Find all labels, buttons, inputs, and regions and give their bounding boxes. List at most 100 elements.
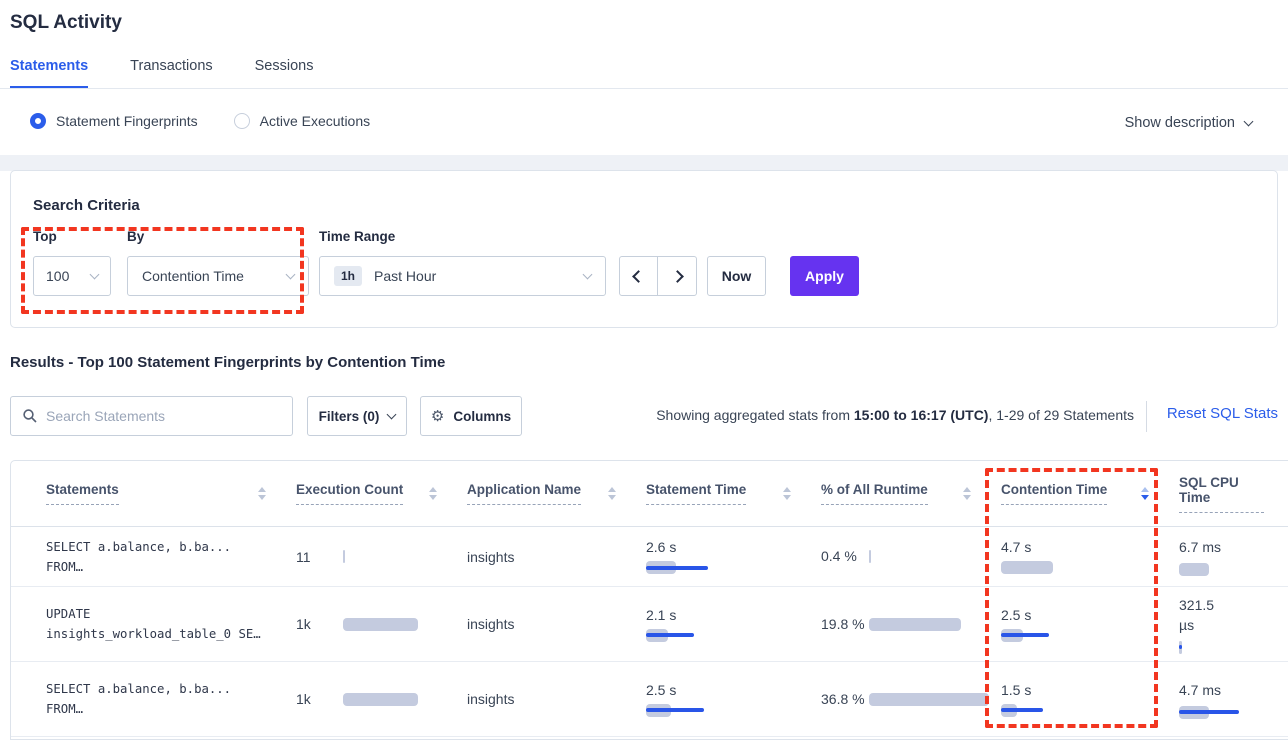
table-row: UPDATE insights_workload_table_0 SE… 1k …	[11, 587, 1288, 662]
table-row: SELECT a.balance, b.ba... FROM… 1k insig…	[11, 662, 1288, 737]
column-header-pct-runtime[interactable]: % of All Runtime	[821, 482, 1001, 505]
table-row: SELECT a.balance, b.ba... FROM… 11 insig…	[11, 527, 1288, 587]
pct-runtime-cell: 19.8 %	[821, 615, 1001, 634]
reset-sql-stats-link[interactable]: Reset SQL Stats	[1166, 405, 1278, 422]
sort-icon	[963, 487, 971, 500]
results-toolbar: Filters (0) ⚙ Columns Showing aggregated…	[0, 396, 1288, 436]
sort-icon	[608, 487, 616, 500]
column-header-statement-time[interactable]: Statement Time	[646, 482, 821, 505]
pct-runtime-bar	[869, 617, 1001, 631]
pct-runtime-bar	[869, 692, 1001, 706]
radio-label: Active Executions	[259, 113, 371, 129]
previous-time-button[interactable]	[620, 257, 659, 295]
contention-time-cell: 1.5 s	[1001, 682, 1179, 717]
gear-icon: ⚙	[430, 408, 445, 425]
sql-cpu-time-cell: 6.7 ms	[1179, 537, 1288, 576]
radio-statement-fingerprints[interactable]: Statement Fingerprints	[30, 113, 198, 129]
filters-label: Filters (0)	[318, 408, 380, 424]
statement-time-bar	[646, 628, 786, 642]
next-time-button[interactable]	[658, 257, 696, 295]
sql-cpu-time-cell: 4.7 ms	[1179, 680, 1288, 719]
statement-time-bar	[646, 703, 786, 717]
pct-runtime-cell: 36.8 %	[821, 690, 1001, 709]
sql-cpu-time-cell: 321.5 µs	[1179, 595, 1288, 654]
sql-cpu-time-bar	[1179, 563, 1288, 576]
statement-time-cell: 2.1 s	[646, 607, 821, 642]
statement-link[interactable]: SELECT a.balance, b.ba... FROM…	[46, 682, 232, 716]
caret-left-icon	[632, 269, 645, 283]
execution-count-bar	[343, 617, 467, 631]
statements-table: Statements Execution Count Application N…	[10, 460, 1288, 740]
chevron-down-icon	[1243, 116, 1254, 126]
time-range-select[interactable]: 1h Past Hour	[319, 256, 606, 296]
tab-transactions[interactable]: Transactions	[130, 58, 213, 74]
stats-time-range: 15:00 to 16:17 (UTC)	[853, 407, 989, 423]
execution-count-cell: 1k	[296, 616, 467, 632]
chevron-down-icon	[582, 269, 593, 279]
show-description-toggle[interactable]: Show description	[1124, 115, 1254, 131]
contention-time-bar	[1001, 561, 1141, 574]
tab-bar: Statements Transactions Sessions	[10, 58, 313, 88]
search-criteria-title: Search Criteria	[33, 197, 140, 214]
statement-link[interactable]: SELECT a.balance, b.ba... FROM…	[46, 539, 232, 574]
top-label: Top	[33, 229, 57, 244]
by-select-value: Contention Time	[142, 268, 244, 284]
apply-button[interactable]: Apply	[790, 256, 859, 296]
search-icon	[23, 409, 37, 423]
contention-time-cell: 2.5 s	[1001, 607, 1179, 642]
column-header-execution-count[interactable]: Execution Count	[296, 482, 467, 505]
time-nav-group	[619, 256, 697, 296]
caret-right-icon	[670, 269, 684, 283]
radio-unselected-icon	[233, 113, 250, 129]
column-header-sql-cpu-time[interactable]: SQL CPU Time	[1179, 475, 1288, 513]
columns-button[interactable]: ⚙ Columns	[420, 396, 522, 436]
radio-label: Statement Fingerprints	[56, 113, 198, 129]
stats-summary: Showing aggregated stats from 15:00 to 1…	[656, 407, 1134, 423]
execution-count-bar	[343, 692, 467, 706]
tab-sessions[interactable]: Sessions	[254, 58, 314, 74]
by-label: By	[127, 229, 145, 244]
time-range-value: Past Hour	[374, 268, 437, 284]
vertical-divider	[1146, 401, 1147, 432]
execution-count-bar	[343, 550, 467, 563]
time-range-label: Time Range	[319, 229, 396, 244]
search-statements-box[interactable]	[10, 396, 293, 436]
table-header-row: Statements Execution Count Application N…	[11, 461, 1288, 527]
section-divider-band	[0, 155, 1288, 171]
filters-button[interactable]: Filters (0)	[307, 396, 407, 436]
statement-time-cell: 2.5 s	[646, 682, 821, 717]
execution-count-cell: 1k	[296, 691, 467, 707]
application-name-cell: insights	[467, 616, 515, 632]
view-toggle-bar: Statement Fingerprints Active Executions…	[0, 89, 1288, 155]
sort-desc-icon	[1141, 487, 1149, 500]
sql-cpu-time-bar	[1179, 705, 1288, 719]
top-select[interactable]: 100	[33, 256, 111, 296]
chevron-down-icon	[89, 269, 100, 279]
column-header-contention-time[interactable]: Contention Time	[1001, 482, 1179, 505]
now-button[interactable]: Now	[707, 256, 766, 296]
top-select-value: 100	[46, 268, 70, 284]
sort-icon	[258, 487, 266, 500]
contention-time-cell: 4.7 s	[1001, 539, 1179, 574]
column-header-statements[interactable]: Statements	[46, 482, 296, 505]
time-range-badge: 1h	[334, 266, 363, 286]
column-header-application-name[interactable]: Application Name	[467, 482, 646, 505]
search-statements-input[interactable]	[46, 408, 280, 424]
show-description-label: Show description	[1124, 115, 1235, 131]
statement-time-cell: 2.6 s	[646, 539, 821, 574]
statement-link[interactable]: UPDATE insights_workload_table_0 SE…	[46, 607, 261, 641]
radio-active-executions[interactable]: Active Executions	[233, 113, 371, 129]
application-name-cell: insights	[467, 548, 515, 565]
execution-count-cell: 11	[296, 549, 467, 565]
pct-runtime-cell: 0.4 %	[821, 547, 1001, 566]
tab-statements[interactable]: Statements	[10, 58, 89, 88]
columns-label: Columns	[453, 408, 512, 424]
search-criteria-panel: Search Criteria Top By Time Range 100 Co…	[10, 170, 1278, 328]
contention-time-bar	[1001, 628, 1141, 642]
chevron-down-icon	[285, 269, 296, 279]
page-title: SQL Activity	[10, 12, 122, 33]
statement-time-bar	[646, 561, 786, 574]
sort-icon	[783, 487, 791, 500]
contention-time-bar	[1001, 703, 1141, 717]
by-select[interactable]: Contention Time	[127, 256, 309, 296]
